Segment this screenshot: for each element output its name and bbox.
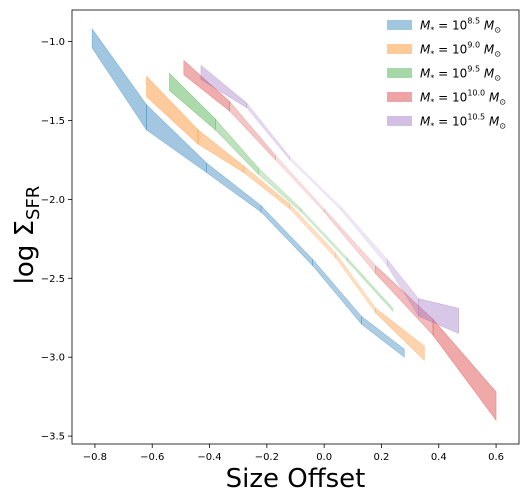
band-segment <box>275 154 325 213</box>
x-tick-label: −0.4 <box>197 452 221 463</box>
series-band-3 <box>183 59 497 422</box>
series-band-1 <box>146 75 425 362</box>
band-segment <box>289 203 336 259</box>
legend-item-2: M* = 109.5 M⊙ <box>387 65 501 83</box>
band-segment <box>215 118 259 175</box>
band-segment <box>312 258 362 325</box>
x-tick-label: −0.8 <box>83 452 107 463</box>
legend: M* = 108.5 M⊙ M* = 109.0 M⊙ M* = 109.5 M⊙ M… <box>387 17 506 131</box>
plot-frame <box>71 9 520 445</box>
legend-label: M* = 109.0 M⊙ <box>420 41 501 59</box>
y-axis-label-main: log Σ <box>10 220 40 284</box>
band-segment <box>418 298 460 334</box>
legend-label: M* = 1010.5 M⊙ <box>420 113 506 131</box>
series-band-2 <box>169 72 394 313</box>
band-segment <box>260 204 314 267</box>
x-axis-label: Size Offset <box>226 464 366 494</box>
band-segment <box>197 129 245 174</box>
band-segment <box>346 257 394 313</box>
series-band-0 <box>91 27 405 358</box>
y-tick-label: −1.5 <box>41 116 65 127</box>
y-axis-label: log ΣSFR <box>10 186 44 285</box>
y-axis-label-sub: SFR <box>23 186 44 220</box>
y-tick-label: −1.0 <box>41 37 65 48</box>
band-segment <box>289 156 342 212</box>
x-tick-label: −0.6 <box>140 452 164 463</box>
legend-item-1: M* = 109.0 M⊙ <box>387 41 501 59</box>
x-tick-label: 0.4 <box>431 452 447 463</box>
band-segment <box>386 258 420 318</box>
y-tick-label: −3.0 <box>41 353 65 364</box>
legend-swatch <box>387 44 412 54</box>
legend-label: M* = 108.5 M⊙ <box>420 17 501 35</box>
band-segment <box>375 307 425 362</box>
band-segment <box>243 165 291 210</box>
y-tick-label: −2.5 <box>41 274 65 285</box>
legend-swatch <box>387 20 412 30</box>
legend-swatch <box>387 116 412 126</box>
legend-label: M* = 1010.0 M⊙ <box>420 89 506 107</box>
x-ticks-layer: −0.8 −0.6 −0.4 −0.2 0.0 0.2 0.4 0.6 <box>83 444 504 463</box>
x-tick-label: −0.2 <box>255 452 279 463</box>
legend-item-4: M* = 1010.5 M⊙ <box>387 113 506 131</box>
band-segment <box>335 252 377 314</box>
x-tick-label: 0.0 <box>316 452 332 463</box>
legend-swatch <box>387 68 412 78</box>
band-segment <box>375 265 434 336</box>
band-segment <box>323 208 377 275</box>
series-band-4 <box>200 64 460 334</box>
band-segment <box>229 100 276 161</box>
band-segment <box>183 59 230 112</box>
band-segment <box>246 102 291 161</box>
legend-item-3: M* = 1010.0 M⊙ <box>387 89 506 107</box>
x-tick-label: 0.2 <box>374 452 390 463</box>
band-segment <box>361 315 405 358</box>
legend-swatch <box>387 92 412 102</box>
band-segment <box>300 208 348 262</box>
band-segment <box>200 64 248 109</box>
y-tick-label: −2.0 <box>41 195 65 206</box>
x-tick-label: 0.6 <box>488 452 504 463</box>
legend-item-0: M* = 108.5 M⊙ <box>387 17 501 35</box>
y-tick-label: −3.5 <box>41 432 65 443</box>
band-segment <box>432 318 497 422</box>
band-segment <box>146 75 199 145</box>
band-segment <box>206 162 262 213</box>
band-segment <box>340 206 388 267</box>
band-segment <box>257 167 302 213</box>
band-segment <box>169 72 216 131</box>
bands-layer <box>91 27 497 422</box>
band-segment <box>91 27 147 131</box>
band-segment <box>146 103 207 174</box>
legend-label: M* = 109.5 M⊙ <box>420 65 501 83</box>
y-ticks-layer: −1.0 −1.5 −2.0 −2.5 −3.0 −3.5 <box>41 37 72 443</box>
